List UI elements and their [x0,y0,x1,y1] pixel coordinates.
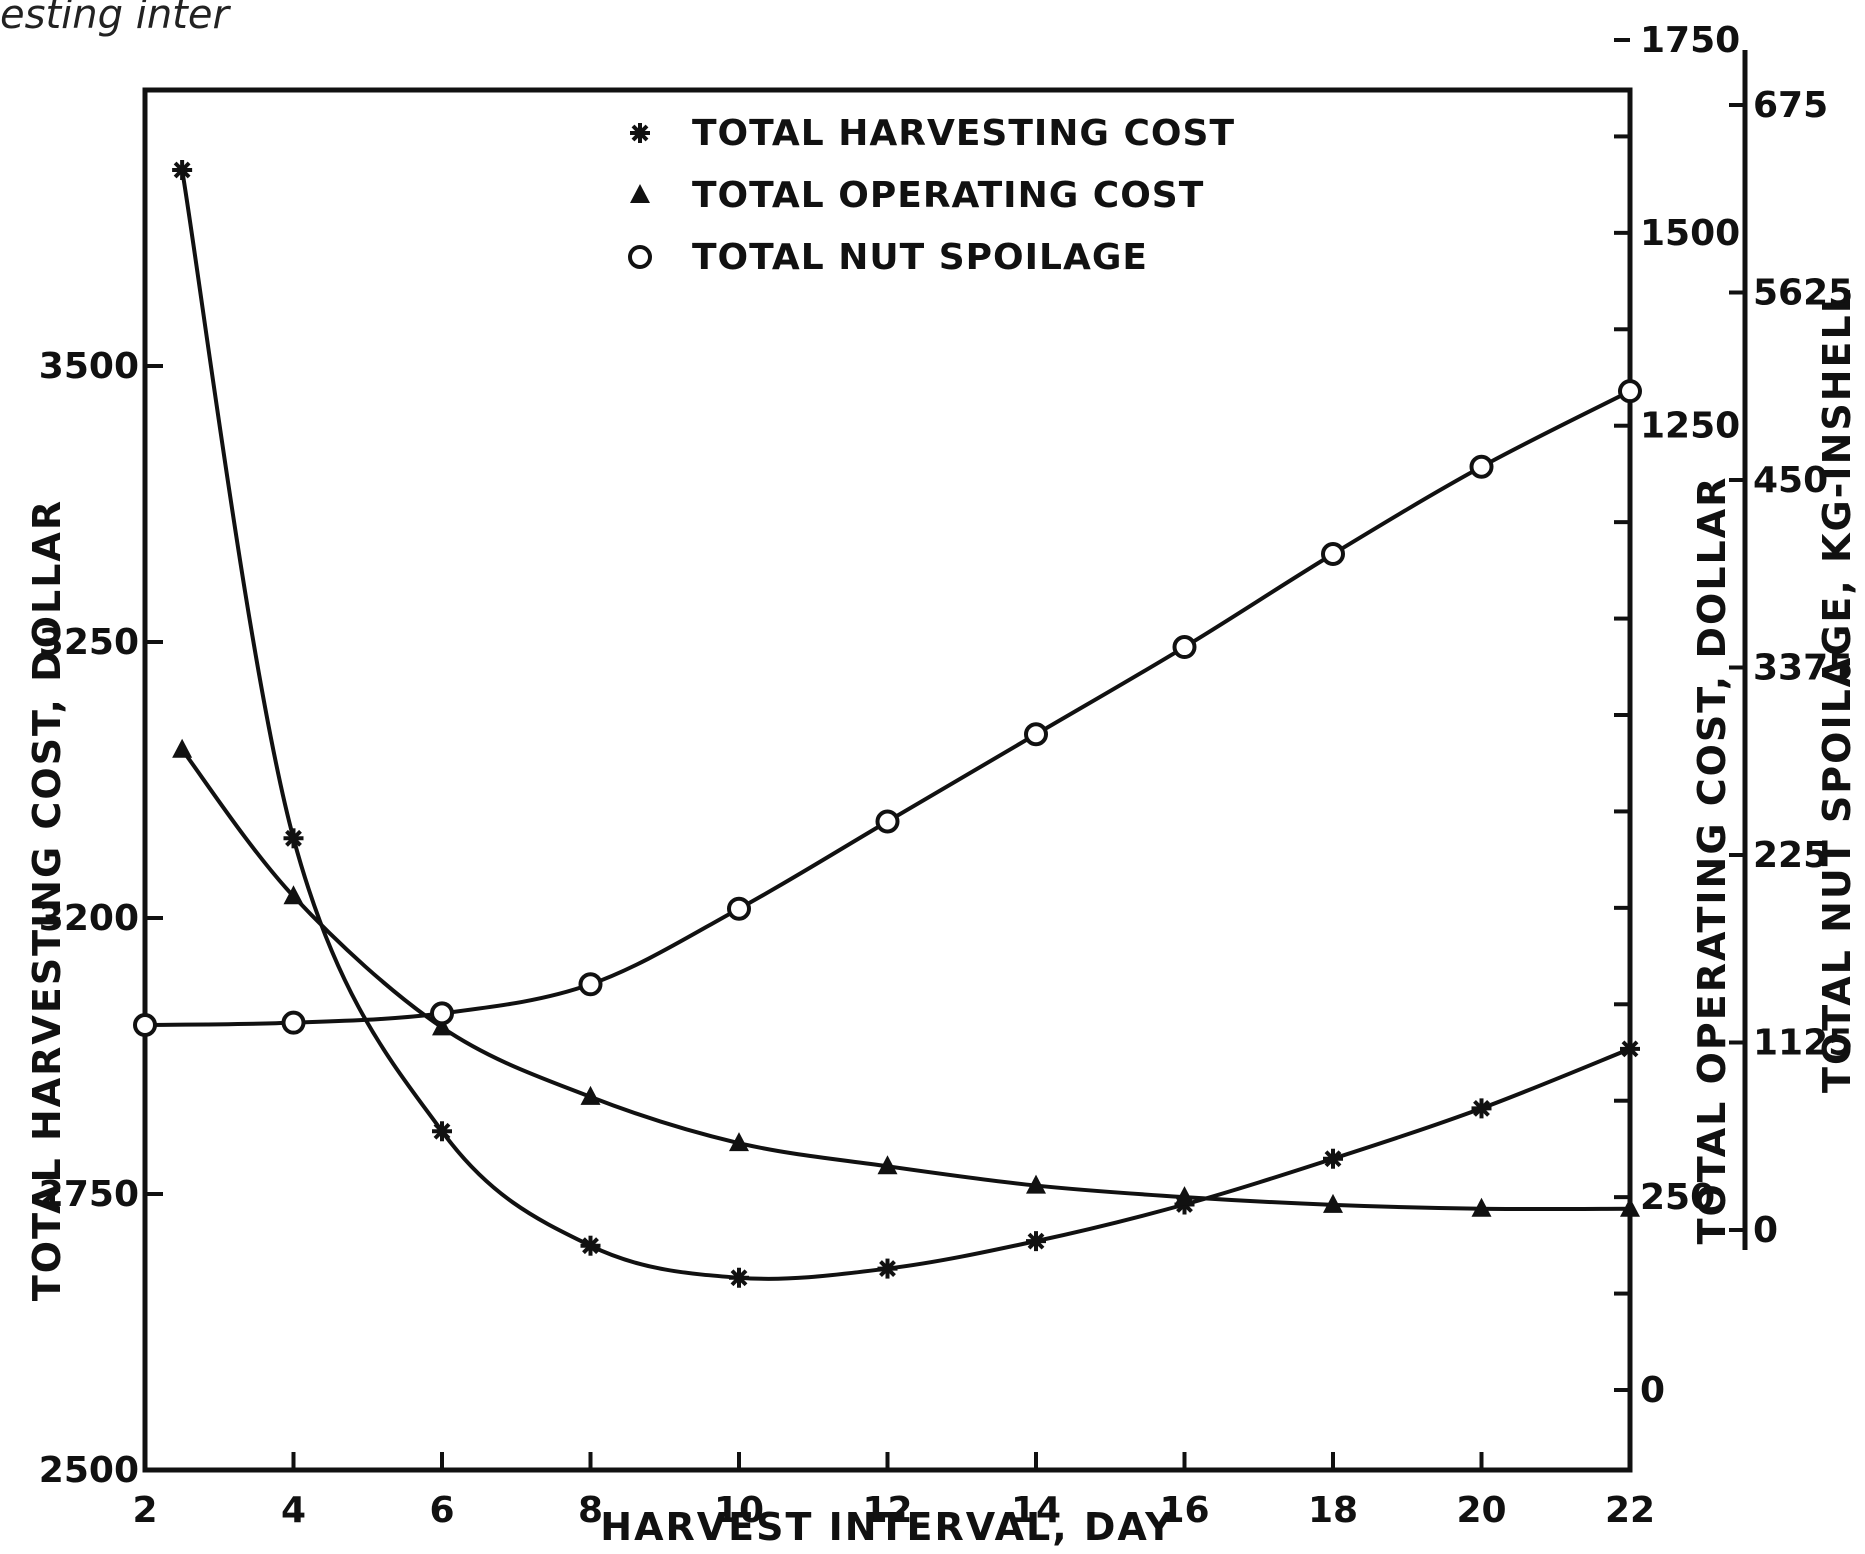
data-point-circle [133,1013,157,1037]
data-point-circle [1618,379,1642,404]
data-point-circle [578,972,603,997]
left-axis-title: TOTAL HARVESTING COST, DOLLAR [25,499,69,1301]
right-tick-label: 250 [1640,1177,1715,1218]
right-tick-label: 0 [1640,1370,1665,1411]
legend-entry: TOTAL NUT SPOILAGE [628,237,1148,278]
data-point-triangle [1174,1186,1195,1206]
legend-label: TOTAL HARVESTING COST [692,113,1235,154]
spoilage-tick-label: 3375 [1753,648,1853,689]
data-point-circle [1024,722,1048,747]
data-point-triangle [877,1155,898,1175]
data-point-triangle [580,1085,601,1105]
data-point-star [283,828,304,849]
series-triangle [172,738,1640,1217]
data-point-circle [727,896,751,921]
series [133,160,1642,1288]
x-tick-label: 4 [281,1490,306,1531]
legend-entry: TOTAL HARVESTING COST [630,113,1235,154]
x-tick-label: 16 [1159,1490,1209,1531]
data-point-triangle [1620,1197,1640,1217]
x-tick-label: 14 [1011,1490,1061,1531]
data-point-star [172,160,193,180]
right-axis-title-operating: TOTAL OPERATING COST, DOLLAR [1690,476,1734,1245]
spoilage-tick-label: 225 [1753,835,1828,876]
x-tick-label: 18 [1308,1490,1358,1531]
x-tick-label: 6 [429,1490,454,1531]
x-tick-label: 10 [714,1490,764,1531]
left-tick-label: 3500 [39,346,139,387]
data-point-circle [1469,454,1494,479]
right-tick-label: 1500 [1640,213,1740,254]
right-tick-label: 1750 [1640,20,1740,61]
data-point-triangle [432,1016,452,1036]
data-point-star [432,1121,452,1142]
data-point-circle [1172,635,1197,660]
spoilage-tick-label: 1125 [1753,1023,1853,1064]
data-point-triangle [729,1132,749,1152]
data-point-triangle [283,885,304,905]
x-tick-label: 20 [1456,1490,1506,1531]
series-star [172,160,1640,1288]
spoilage-tick-label: 0 [1753,1210,1778,1251]
data-point-star [729,1267,749,1288]
data-point-star [1620,1038,1640,1059]
legend-entry: TOTAL OPERATING COST [630,175,1204,216]
right-tick-label: 1250 [1640,406,1740,447]
legend-label: TOTAL OPERATING COST [692,175,1204,216]
data-point-triangle [1471,1197,1492,1217]
data-point-star [1323,1148,1343,1169]
left-tick-label: 3250 [39,622,139,663]
data-point-triangle [630,184,650,203]
data-point-star [1026,1231,1046,1252]
left-tick-label: 2500 [39,1450,139,1491]
spoilage-tick-label: 675 [1753,85,1828,126]
right-axis-title-spoilage: TOTAL NUT SPOILAGE, KG-INSHELL [1815,287,1859,1093]
data-point-circle [281,1010,306,1035]
spoilage-tick-label: 450 [1753,460,1828,501]
data-point-star [580,1235,601,1256]
header-fragment: esting inter [0,0,231,38]
data-point-circle [1321,542,1345,566]
series-line [180,169,1631,1281]
series-line [180,748,1631,1211]
x-axis-title: HARVEST INTERVAL, DAY [600,1505,1174,1549]
x-tick-label: 22 [1605,1490,1655,1531]
data-point-triangle [172,738,193,758]
data-point-star [1471,1098,1492,1119]
axes: 2 4 6 8 10 12 14 16 18 20 222500275032003250350002… [39,20,1853,1531]
series-line [144,389,1631,1027]
left-tick-label: 3200 [39,898,139,939]
data-point-circle [875,809,900,834]
data-point-star [630,123,650,143]
x-tick-label: 12 [862,1490,912,1531]
left-tick-label: 2750 [39,1174,139,1215]
data-point-triangle [1323,1193,1343,1213]
legend-label: TOTAL NUT SPOILAGE [692,237,1148,278]
series-circle [133,379,1642,1037]
x-tick-label: 8 [578,1490,603,1531]
data-point-triangle [1026,1174,1046,1194]
data-point-circle [430,1001,454,1026]
data-point-circle [628,245,652,269]
spoilage-tick-label: 5625 [1753,273,1853,314]
data-point-star [877,1258,898,1279]
x-tick-label: 2 [132,1490,157,1531]
legend: TOTAL HARVESTING COST TOTAL OPERATING COS… [628,113,1235,278]
